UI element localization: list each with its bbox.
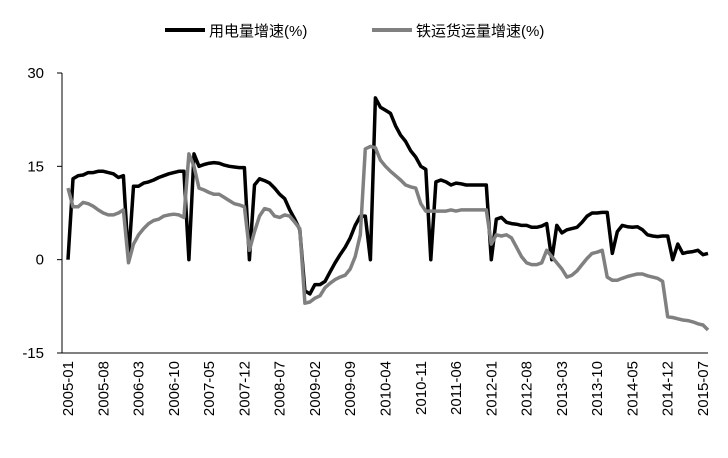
series-line [66, 144, 710, 332]
legend-label: 铁运货运量增速(%) [416, 23, 544, 40]
y-tick-label: -15 [22, 345, 44, 362]
x-tick-label: 2014-12 [660, 361, 677, 416]
x-tick-label: 2012-08 [519, 361, 536, 416]
x-tick-label: 2011-06 [448, 361, 465, 415]
x-tick-label: 2015-07 [695, 361, 712, 416]
x-tick-label: 2010-11 [413, 361, 430, 415]
x-tick-label: 2014-05 [624, 361, 641, 416]
x-tick-label: 2008-07 [272, 361, 289, 416]
x-tick-label: 2006-10 [166, 361, 183, 416]
x-tick-label: 2013-10 [589, 361, 606, 416]
y-tick-label: 30 [27, 65, 44, 82]
x-tick-label: 2010-04 [377, 361, 394, 416]
x-tick-label: 2007-05 [201, 361, 218, 416]
x-tick-label: 2012-01 [483, 361, 500, 416]
x-tick-label: 2013-03 [554, 361, 571, 416]
legend-label: 用电量增速(%) [209, 23, 307, 40]
y-tick-label: 15 [27, 158, 44, 175]
x-tick-label: 2006-03 [131, 361, 148, 416]
series-line [66, 96, 709, 296]
x-tick-label: 2007-12 [236, 361, 253, 416]
x-tick-label: 2005-08 [95, 361, 112, 416]
x-tick-label: 2009-09 [342, 361, 359, 416]
x-tick-label: 2005-01 [60, 361, 77, 416]
x-tick-label: 2009-02 [307, 361, 324, 416]
y-tick-label: 0 [36, 252, 44, 269]
